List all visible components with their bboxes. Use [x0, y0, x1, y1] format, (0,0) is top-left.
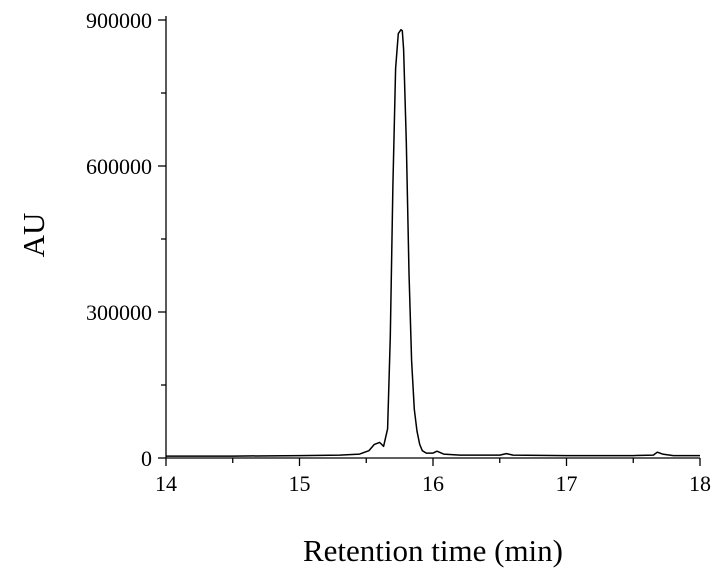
x-tick-label: 14 — [155, 471, 177, 496]
x-axis-ticks: 14 15 16 17 18 — [155, 458, 711, 496]
y-tick-label: 0 — [141, 446, 152, 471]
x-tick-label: 16 — [422, 471, 444, 496]
plot-area: 14 15 16 17 18 0 300000 600000 900000 — [86, 8, 711, 496]
series-line — [166, 28, 700, 457]
x-tick-label: 18 — [689, 471, 711, 496]
y-tick-label: 900000 — [86, 8, 152, 33]
y-tick-label: 300000 — [86, 300, 152, 325]
y-tick-label: 600000 — [86, 154, 152, 179]
y-axis-label: AU — [16, 213, 51, 258]
y-axis-ticks: 0 300000 600000 900000 — [86, 8, 166, 471]
x-tick-label: 15 — [289, 471, 311, 496]
x-tick-label: 17 — [556, 471, 578, 496]
x-axis-label: Retention time (min) — [303, 533, 563, 568]
